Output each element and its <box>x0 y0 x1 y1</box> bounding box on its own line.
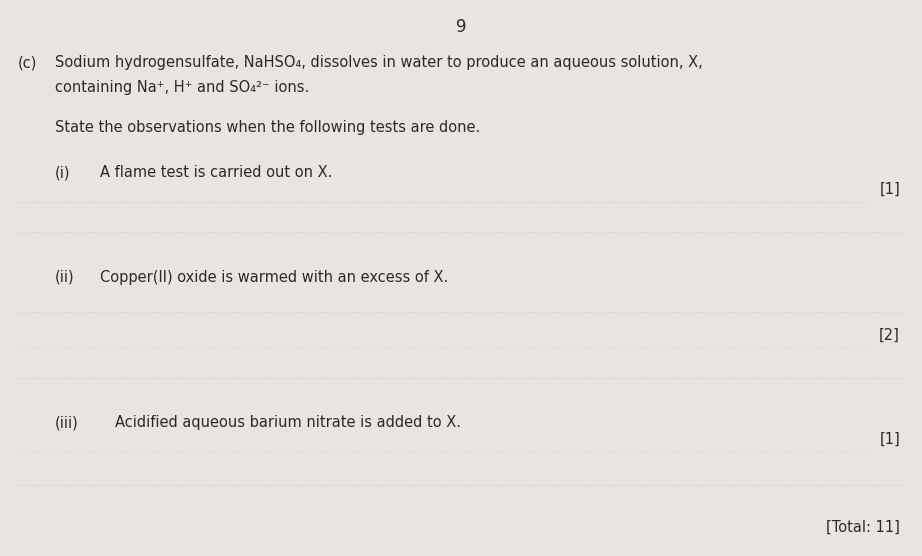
Text: Copper(II) oxide is warmed with an excess of X.: Copper(II) oxide is warmed with an exces… <box>100 270 448 285</box>
Text: (i): (i) <box>55 165 70 180</box>
Text: A flame test is carried out on X.: A flame test is carried out on X. <box>100 165 332 180</box>
Text: (c): (c) <box>18 55 38 70</box>
Text: (ii): (ii) <box>55 270 75 285</box>
Text: containing Na⁺, H⁺ and SO₄²⁻ ions.: containing Na⁺, H⁺ and SO₄²⁻ ions. <box>55 80 309 95</box>
Text: Acidified aqueous barium nitrate is added to X.: Acidified aqueous barium nitrate is adde… <box>115 415 461 430</box>
Text: Sodium hydrogensulfate, NaHSO₄, dissolves in water to produce an aqueous solutio: Sodium hydrogensulfate, NaHSO₄, dissolve… <box>55 55 703 70</box>
Text: [1]: [1] <box>880 182 900 197</box>
Text: [2]: [2] <box>879 328 900 343</box>
Text: [1]: [1] <box>880 432 900 447</box>
Text: 9: 9 <box>455 18 467 36</box>
Text: (iii): (iii) <box>55 415 78 430</box>
Text: State the observations when the following tests are done.: State the observations when the followin… <box>55 120 480 135</box>
Text: [Total: 11]: [Total: 11] <box>826 520 900 535</box>
